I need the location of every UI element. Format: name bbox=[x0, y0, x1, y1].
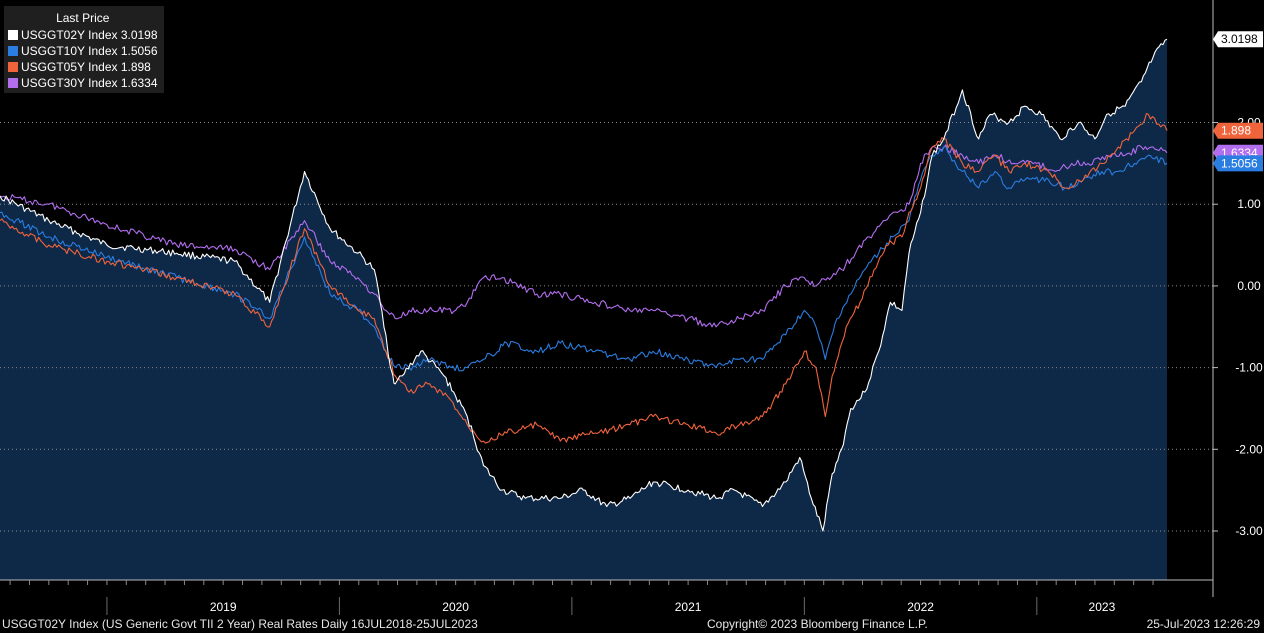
legend-swatch bbox=[8, 78, 18, 88]
x-tick-label: 2021 bbox=[675, 600, 702, 614]
legend-label: USGGT02Y Index 3.0198 bbox=[21, 28, 158, 42]
series-area-fill bbox=[0, 39, 1167, 580]
footer-copyright: Copyright© 2023 Bloomberg Finance L.P. bbox=[707, 617, 928, 631]
series-layer bbox=[0, 38, 1168, 532]
series-line bbox=[0, 144, 1168, 328]
y-tick-label: -3.00 bbox=[1235, 524, 1263, 538]
legend-swatch bbox=[8, 46, 18, 56]
last-value-tag-bg bbox=[1213, 122, 1263, 139]
y-tick-label: 1.00 bbox=[1237, 197, 1261, 211]
area-layer bbox=[0, 39, 1167, 580]
footer-timestamp: 25-Jul-2023 12:26:29 bbox=[1146, 617, 1260, 631]
legend-title: Last Price bbox=[56, 11, 110, 25]
footer: USGGT02Y Index (US Generic Govt TII 2 Ye… bbox=[0, 615, 1264, 633]
legend-swatch bbox=[8, 30, 18, 40]
last-value-tag: 1.898 bbox=[1213, 122, 1263, 139]
y-tick-label: -1.00 bbox=[1235, 361, 1263, 375]
legend-entry: USGGT05Y Index 1.898 bbox=[8, 59, 158, 75]
legend-entry: USGGT02Y Index 3.0198 bbox=[8, 27, 158, 43]
legend-swatch bbox=[8, 62, 18, 72]
x-tick-label: 2019 bbox=[210, 600, 237, 614]
legend-label: USGGT05Y Index 1.898 bbox=[21, 60, 151, 74]
last-value-tag-bg bbox=[1213, 155, 1263, 172]
x-tick-label: 2020 bbox=[442, 600, 469, 614]
legend: Last Price USGGT02Y Index 3.0198 USGGT10… bbox=[4, 6, 164, 93]
legend-label: USGGT30Y Index 1.6334 bbox=[21, 76, 158, 90]
series-line bbox=[0, 38, 1168, 532]
series-line bbox=[0, 112, 1168, 444]
footer-description: USGGT02Y Index (US Generic Govt TII 2 Ye… bbox=[2, 617, 478, 631]
x-tick-label: 2022 bbox=[907, 600, 934, 614]
x-tick-label: 2023 bbox=[1089, 600, 1116, 614]
legend-label: USGGT10Y Index 1.5056 bbox=[21, 44, 158, 58]
last-value-tag-label: 1.898 bbox=[1221, 124, 1251, 138]
last-value-tag-label: 1.5056 bbox=[1221, 156, 1258, 170]
last-value-tag: 3.0198 bbox=[1213, 31, 1263, 48]
y-tick-label: -2.00 bbox=[1235, 442, 1263, 456]
x-axis: 2019 2020 2021 2022 2023 bbox=[0, 579, 1264, 615]
last-value-tag-label: 3.0198 bbox=[1221, 32, 1258, 46]
y-axis: -3.00-2.00-1.000.001.002.00 bbox=[1212, 0, 1263, 597]
last-value-tag-bg bbox=[1213, 31, 1263, 48]
legend-entry: USGGT10Y Index 1.5056 bbox=[8, 43, 158, 59]
last-value-tag: 1.5056 bbox=[1213, 155, 1263, 172]
x-axis-band bbox=[0, 580, 1264, 615]
legend-entry: USGGT30Y Index 1.6334 bbox=[8, 75, 158, 91]
y-tick-label: 0.00 bbox=[1237, 279, 1261, 293]
